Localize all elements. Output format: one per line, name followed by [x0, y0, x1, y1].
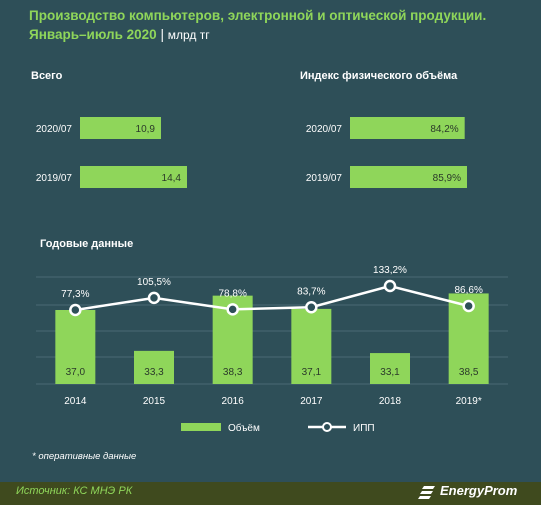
index-bar: [350, 166, 467, 188]
annual-volume-label: 38,5: [459, 367, 479, 378]
total-value-label: 10,9: [136, 124, 156, 135]
annual-volume-bar: [134, 350, 174, 384]
total-panel-title: Всего: [31, 70, 63, 82]
total-category-label: 2019/07: [36, 173, 73, 184]
legend-volume-swatch: [181, 423, 221, 431]
ipp-value-label: 83,7%: [297, 286, 325, 297]
title-separator: |: [160, 27, 164, 42]
ipp-point: [305, 301, 318, 314]
footnote: * оперативные данные: [32, 451, 137, 462]
index-value-label: 84,2%: [430, 124, 458, 135]
annual-category-label: 2018: [379, 396, 402, 407]
index-panel-title: Индекс физического объёма: [300, 70, 458, 82]
ipp-point: [69, 303, 82, 317]
ipp-point: [462, 299, 475, 313]
annual-volume-bar: [370, 353, 410, 384]
ipp-point: [147, 291, 161, 305]
index-value-label: 85,9%: [433, 173, 461, 184]
legend-ipp-label: ИПП: [353, 423, 375, 434]
annual-panel-title: Годовые данные: [40, 238, 134, 250]
annual-category-label: 2017: [300, 396, 323, 407]
ipp-value-label: 77,3%: [61, 289, 89, 300]
chart-title: Производство компьютеров, электронной и …: [29, 8, 487, 23]
annual-volume-label: 37,0: [66, 367, 86, 378]
ipp-value-label: 78,8%: [218, 288, 246, 299]
annual-category-label: 2016: [222, 396, 245, 407]
ipp-point: [383, 279, 397, 293]
annual-volume-bar: [55, 310, 96, 384]
total-bar: [80, 117, 161, 139]
annual-category-label: 2014: [64, 396, 87, 407]
legend-ipp-marker: [322, 422, 332, 432]
total-category-label: 2020/07: [36, 124, 73, 135]
ipp-point: [226, 303, 239, 316]
brand-logo: EnergyProm: [440, 483, 518, 498]
period-label: Январь–июль 2020: [29, 27, 157, 42]
ipp-series-line: [75, 284, 469, 312]
ipp-value-label: 105,5%: [137, 277, 171, 288]
legend-volume-label: Объём: [228, 422, 260, 434]
chart-subtitle: Январь–июль 2020 | млрд тг: [29, 27, 210, 42]
index-bar: [350, 117, 465, 139]
annual-volume-bar: [291, 308, 332, 384]
source-label: Источник: КС МНЭ РК: [16, 485, 133, 497]
footer-bar: [0, 482, 541, 505]
annual-volume-label: 38,3: [223, 367, 243, 378]
annual-category-label: 2019*: [456, 396, 482, 407]
unit-label: млрд тг: [167, 28, 210, 42]
total-bar: [80, 166, 187, 188]
ipp-value-label: 86,6%: [454, 285, 482, 296]
total-value-label: 14,4: [162, 173, 182, 184]
annual-volume-label: 37,1: [302, 367, 322, 378]
annual-volume-label: 33,3: [144, 367, 164, 378]
ipp-value-label: 133,2%: [373, 265, 407, 276]
annual-volume-label: 33,1: [380, 367, 400, 378]
index-category-label: 2020/07: [306, 124, 343, 135]
energyprom-logo-icon: [418, 486, 435, 499]
annual-category-label: 2015: [143, 396, 166, 407]
index-category-label: 2019/07: [306, 173, 343, 184]
